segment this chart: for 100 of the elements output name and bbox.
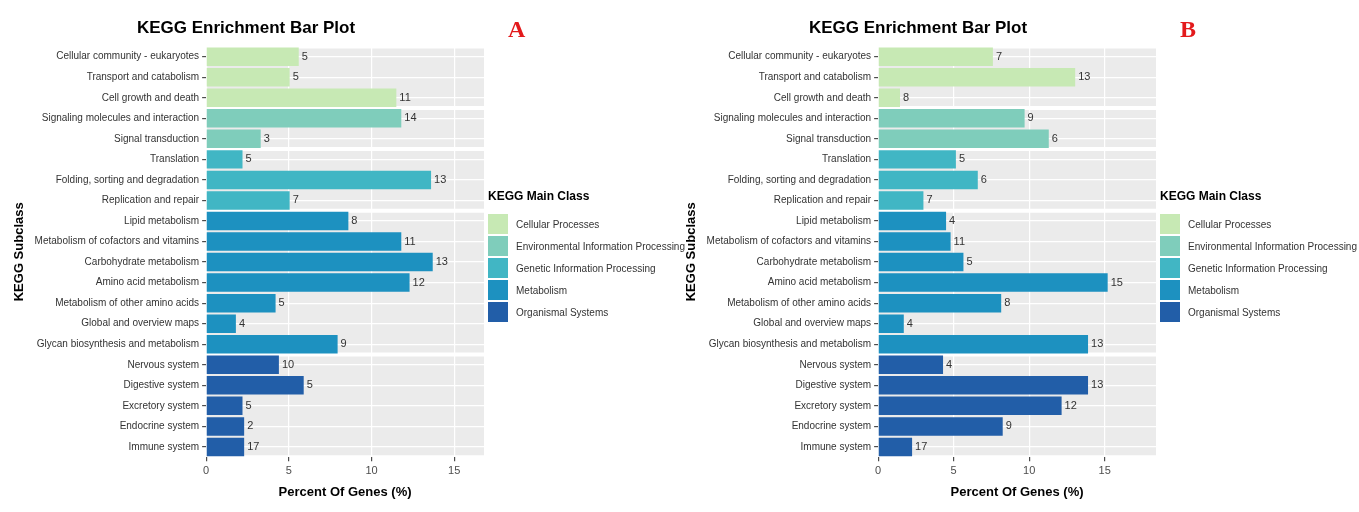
y-tick-label: Signaling molecules and interaction: [713, 112, 872, 124]
legend-label: Metabolism: [516, 284, 568, 296]
bar: [878, 376, 1089, 395]
bar: [206, 334, 338, 354]
y-tick-label: Immune system: [800, 440, 872, 452]
y-tick-label: Digestive system: [123, 379, 200, 391]
bar: [206, 355, 279, 375]
legend-label: Cellular Processes: [516, 218, 600, 230]
bar: [878, 191, 924, 210]
annotation: 17: [915, 439, 928, 452]
bar: [878, 293, 1002, 313]
annotation: 4: [946, 357, 953, 370]
legend-label: Genetic Information Processing: [1188, 262, 1328, 274]
bar: [206, 129, 261, 149]
legend-title: KEGG Main Class: [1160, 189, 1263, 203]
bar: [206, 252, 433, 272]
annotation: 13: [434, 172, 447, 185]
bar: [206, 88, 397, 107]
y-tick-label: Metabolism of other amino acids: [55, 296, 200, 308]
y-tick-label: Amino acid metabolism: [767, 276, 872, 288]
bar: [206, 109, 402, 128]
legend-label: Organismal Systems: [1188, 306, 1281, 318]
y-tick-label: Nervous system: [799, 358, 872, 370]
y-tick-label: Amino acid metabolism: [95, 276, 200, 288]
x-tick-label: 5: [950, 463, 957, 476]
y-tick-label: Replication and repair: [101, 194, 200, 206]
bar: [206, 314, 236, 333]
y-tick-label: Signal transduction: [114, 132, 200, 144]
x-tick-label: 15: [1098, 463, 1111, 476]
x-tick-label: 5: [285, 463, 292, 476]
bar: [878, 314, 904, 333]
y-tick-label: Metabolism of cofactors and vitamins: [706, 235, 872, 247]
annotation: 12: [412, 275, 425, 288]
bar: [878, 67, 1076, 87]
bar: [206, 437, 245, 457]
bar: [206, 417, 245, 436]
y-tick-label: Endocrine system: [119, 420, 200, 432]
annotation: 5: [278, 296, 285, 309]
bar: [878, 150, 956, 169]
bar: [878, 355, 944, 375]
bar: [206, 47, 299, 66]
y-tick-label: Carbohydrate metabolism: [756, 255, 872, 267]
annotation: 5: [958, 152, 966, 165]
annotation: 8: [903, 90, 910, 103]
legend-title: KEGG Main Class: [488, 189, 591, 203]
y-tick-label: Global and overview maps: [753, 317, 872, 329]
y-tick-label: Excretory system: [122, 399, 200, 411]
y-tick-label: Folding, sorting and degradation: [55, 173, 200, 185]
bar: [878, 109, 1025, 128]
y-tick-label: Glycan biosynthesis and metabolism: [708, 337, 872, 349]
annotation: 6: [980, 172, 987, 185]
text: A: [508, 16, 526, 43]
annotation: 7: [926, 193, 933, 206]
y-tick-label: Cell growth and death: [773, 91, 872, 103]
annotation: 14: [404, 111, 417, 124]
bar: [878, 170, 978, 190]
annotation: 4: [906, 316, 913, 329]
bar: [878, 232, 951, 251]
y-tick-label: Immune system: [128, 440, 200, 452]
annotation: 8: [1004, 296, 1011, 309]
bar: [878, 417, 1003, 436]
annotation: 5: [245, 152, 252, 165]
legend-label: Genetic Information Processing: [516, 262, 656, 274]
y-tick-label: Cellular community - eukaryotes: [56, 50, 200, 62]
y-tick-label: Transport and catabolism: [758, 70, 872, 82]
bar: [878, 129, 1049, 149]
annotation: 9: [1027, 111, 1034, 124]
y-tick-label: Folding, sorting and degradation: [727, 173, 872, 185]
x-tick-label: 10: [365, 463, 378, 476]
annotation: 7: [292, 193, 299, 206]
y-tick-label: Nervous system: [127, 358, 200, 370]
bar: [878, 273, 1108, 292]
bar: [206, 396, 243, 416]
annotation: 5: [245, 398, 252, 411]
chart-title: KEGG Enrichment Bar Plot: [808, 17, 1028, 37]
annotation: 13: [1091, 378, 1104, 391]
annotation: 13: [1091, 337, 1104, 350]
y-tick-label: Transport and catabolism: [86, 70, 200, 82]
y-tick-label: Signal transduction: [786, 132, 872, 144]
x-axis-title: Percent Of Genes (%): [950, 483, 1084, 499]
bar: [206, 293, 276, 313]
legend-label: Environmental Information Processing: [1188, 240, 1357, 252]
x-tick-label: 10: [1023, 463, 1036, 476]
bar: [206, 232, 402, 251]
legend-label: Metabolism: [1188, 284, 1240, 296]
x-axis-title: Percent Of Genes (%): [278, 483, 412, 499]
annotation: 8: [351, 214, 358, 227]
y-tick-label: Endocrine system: [791, 420, 872, 432]
bar: [878, 88, 901, 107]
y-axis-title: KEGG Subclass: [11, 202, 27, 302]
y-tick-label: Glycan biosynthesis and metabolism: [36, 337, 200, 349]
bar: [206, 211, 349, 231]
annotation: 9: [340, 337, 347, 350]
bar: [878, 252, 964, 272]
y-tick-label: Translation: [822, 153, 872, 165]
annotation: 13: [435, 255, 448, 268]
bar: [878, 437, 913, 457]
x-tick-label: 0: [203, 463, 210, 476]
y-tick-label: Metabolism of other amino acids: [727, 296, 872, 308]
annotation: 11: [399, 90, 411, 103]
